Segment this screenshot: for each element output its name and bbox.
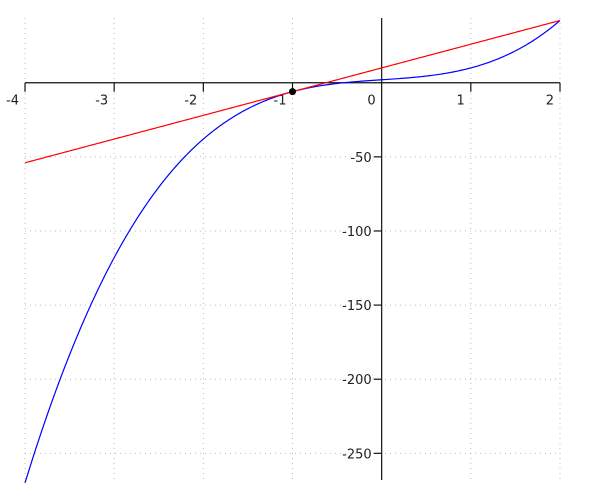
y-tick-label: -200 bbox=[342, 373, 372, 388]
tangent-point bbox=[289, 88, 296, 96]
points bbox=[289, 88, 296, 96]
x-tick-label: -3 bbox=[95, 94, 108, 109]
y-tick-label: -250 bbox=[342, 447, 372, 462]
x-tick-label: -1 bbox=[274, 94, 287, 109]
y-tick-label: -150 bbox=[342, 299, 372, 314]
grid bbox=[24, 18, 561, 480]
x-tick-label: 0 bbox=[367, 94, 375, 109]
x-tick-label: -2 bbox=[184, 94, 197, 109]
y-tick-label: -50 bbox=[350, 151, 371, 166]
x-tick-label: 1 bbox=[457, 94, 465, 109]
ticks: -4 -3 -2 -1 0 1 2 -50 -100 -150 -200 -250 bbox=[6, 82, 561, 462]
x-tick-label: 2 bbox=[546, 94, 554, 109]
y-tick-label: -100 bbox=[342, 225, 372, 240]
x-tick-label: -4 bbox=[6, 94, 19, 109]
